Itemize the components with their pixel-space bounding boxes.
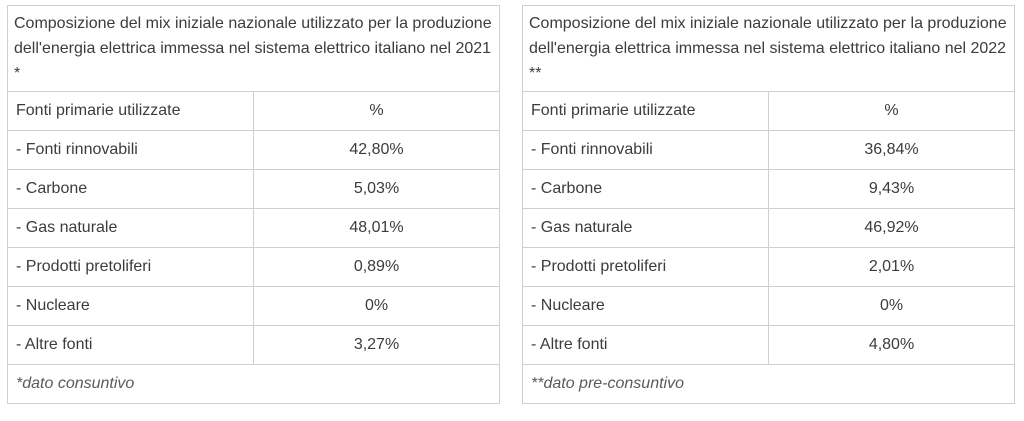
energy-mix-table-2022: Composizione del mix iniziale nazionale … — [522, 5, 1015, 404]
row-value: 5,03% — [253, 169, 500, 209]
row-value: 4,80% — [768, 325, 1015, 365]
row-source: - Altre fonti — [7, 325, 254, 365]
row-source: - Gas naturale — [522, 208, 769, 248]
row-source: - Fonti rinnovabili — [522, 130, 769, 170]
row-value: 0% — [253, 286, 500, 326]
row-source: - Carbone — [522, 169, 769, 209]
header-percent: % — [253, 91, 500, 131]
table-header-row: Fonti primarie utilizzate % — [522, 91, 1015, 131]
table-title-row: Composizione del mix iniziale nazionale … — [522, 5, 1015, 92]
row-value: 0,89% — [253, 247, 500, 287]
row-source: - Nucleare — [522, 286, 769, 326]
row-source: - Altre fonti — [522, 325, 769, 365]
row-source: - Gas naturale — [7, 208, 254, 248]
energy-mix-table-2021: Composizione del mix iniziale nazionale … — [7, 5, 500, 404]
table-row: - Altre fonti 3,27% — [7, 325, 500, 365]
table-row: - Prodotti pretoliferi 0,89% — [7, 247, 500, 287]
table-row: - Nucleare 0% — [522, 286, 1015, 326]
table-row: - Gas naturale 48,01% — [7, 208, 500, 248]
header-percent: % — [768, 91, 1015, 131]
row-source: - Prodotti pretoliferi — [522, 247, 769, 287]
table-title-row: Composizione del mix iniziale nazionale … — [7, 5, 500, 92]
header-source: Fonti primarie utilizzate — [7, 91, 254, 131]
header-source: Fonti primarie utilizzate — [522, 91, 769, 131]
row-value: 9,43% — [768, 169, 1015, 209]
table-row: - Carbone 9,43% — [522, 169, 1015, 209]
table-row: - Gas naturale 46,92% — [522, 208, 1015, 248]
table-title: Composizione del mix iniziale nazionale … — [7, 5, 500, 92]
table-note-row: **dato pre-consuntivo — [522, 364, 1015, 404]
table-row: - Nucleare 0% — [7, 286, 500, 326]
row-value: 46,92% — [768, 208, 1015, 248]
table-row: - Altre fonti 4,80% — [522, 325, 1015, 365]
table-footnote: *dato consuntivo — [7, 364, 500, 404]
table-row: - Fonti rinnovabili 42,80% — [7, 130, 500, 170]
table-row: - Prodotti pretoliferi 2,01% — [522, 247, 1015, 287]
table-title: Composizione del mix iniziale nazionale … — [522, 5, 1015, 92]
row-value: 2,01% — [768, 247, 1015, 287]
row-value: 36,84% — [768, 130, 1015, 170]
table-header-row: Fonti primarie utilizzate % — [7, 91, 500, 131]
table-row: - Fonti rinnovabili 36,84% — [522, 130, 1015, 170]
table-note-row: *dato consuntivo — [7, 364, 500, 404]
row-source: - Carbone — [7, 169, 254, 209]
row-source: - Nucleare — [7, 286, 254, 326]
row-value: 42,80% — [253, 130, 500, 170]
table-footnote: **dato pre-consuntivo — [522, 364, 1015, 404]
table-row: - Carbone 5,03% — [7, 169, 500, 209]
row-source: - Fonti rinnovabili — [7, 130, 254, 170]
row-value: 0% — [768, 286, 1015, 326]
row-value: 3,27% — [253, 325, 500, 365]
row-value: 48,01% — [253, 208, 500, 248]
row-source: - Prodotti pretoliferi — [7, 247, 254, 287]
